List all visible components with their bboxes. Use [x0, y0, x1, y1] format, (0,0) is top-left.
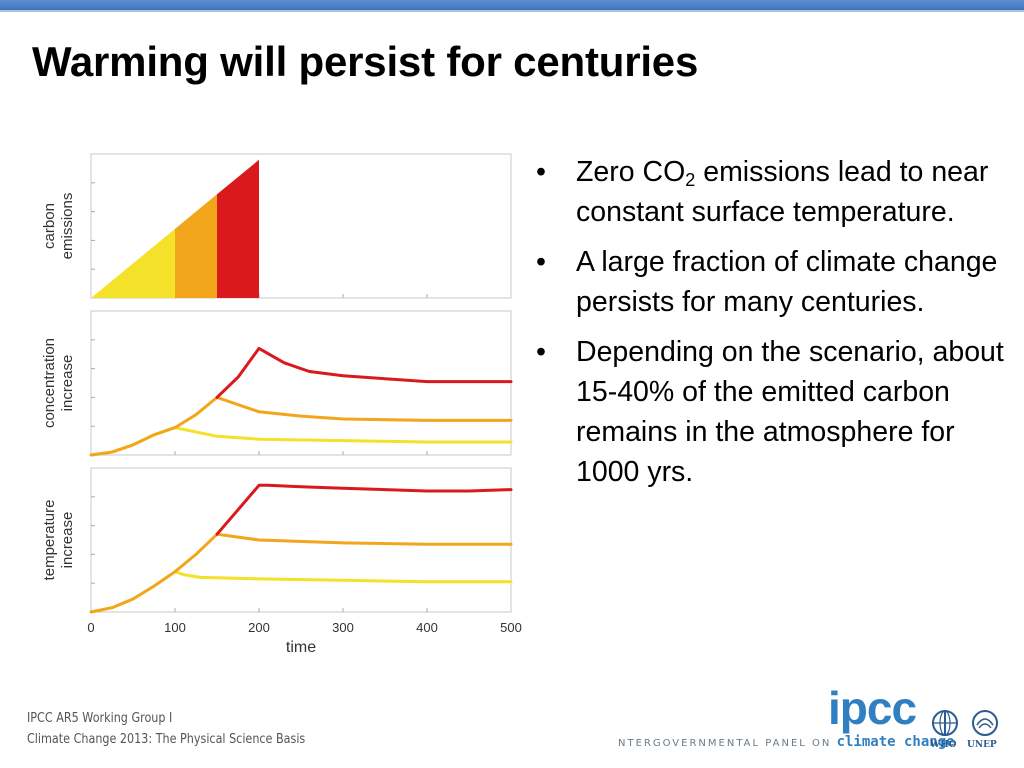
series-line-3	[215, 483, 513, 536]
series-line-3	[215, 346, 513, 399]
x-axis-label: time	[286, 639, 316, 656]
top-accent-bar	[0, 0, 1024, 10]
tagline-highlight: climate change	[836, 734, 955, 750]
bullet-text: Depending on the scenario, about 15-40% …	[576, 336, 1004, 488]
unep-emblem-icon	[972, 710, 998, 736]
emission-area-2	[175, 194, 217, 298]
bullet-list: • Zero CO2 emissions lead to near constan…	[536, 152, 1006, 502]
y-axis-label: increase	[59, 355, 76, 412]
subscript-two: 2	[685, 170, 696, 190]
y-axis-label: emissions	[59, 193, 76, 260]
slide-title: Warming will persist for centuries	[32, 38, 699, 85]
emission-area-1	[91, 228, 175, 298]
bullet-item-zero-emissions: • Zero CO2 emissions lead to near constan…	[536, 152, 1006, 232]
top-accent-line	[0, 10, 1024, 12]
x-tick-label: 400	[416, 620, 438, 635]
footer-line-2: Climate Change 2013: The Physical Scienc…	[27, 732, 306, 747]
x-tick-label: 200	[248, 620, 270, 635]
bullet-text: Zero CO	[576, 156, 686, 188]
y-axis-label: increase	[59, 512, 76, 569]
series-line-2	[89, 395, 513, 457]
y-axis-label: concentration	[41, 338, 58, 428]
tagline-prefix: NTERGOVERNMENTAL PANEL ON	[618, 738, 837, 749]
footer-line-1: IPCC AR5 Working Group I	[27, 711, 173, 726]
bullet-text: A large fraction of climate change persi…	[576, 246, 998, 318]
y-axis-label: temperature	[41, 500, 58, 581]
bullet-dot-icon: •	[536, 246, 546, 278]
bullet-text-continued: emissions lead to near constant surface …	[576, 156, 989, 228]
x-tick-label: 100	[164, 620, 186, 635]
series-line-2	[89, 532, 513, 614]
bullet-dot-icon: •	[536, 336, 546, 368]
x-tick-label: 0	[87, 620, 94, 635]
x-tick-label: 500	[500, 620, 522, 635]
ipcc-tagline: NTERGOVERNMENTAL PANEL ON climate change	[618, 734, 955, 750]
emission-area-3	[217, 159, 259, 298]
bullet-dot-icon: •	[536, 156, 546, 188]
x-tick-label: 300	[332, 620, 354, 635]
y-axis-label: carbon	[41, 203, 58, 249]
bullet-item-carbon-fraction: • Depending on the scenario, about 15-40%…	[536, 332, 1006, 492]
unep-label: UNEP	[967, 740, 997, 750]
who-emblem-icon	[932, 710, 958, 736]
footer-source: IPCC AR5 Working Group I Climate Change …	[27, 708, 305, 750]
bullet-item-persistence: • A large fraction of climate change pers…	[536, 242, 1006, 322]
ipcc-logo: ipcc	[828, 682, 917, 734]
who-label: WHO	[930, 740, 957, 750]
